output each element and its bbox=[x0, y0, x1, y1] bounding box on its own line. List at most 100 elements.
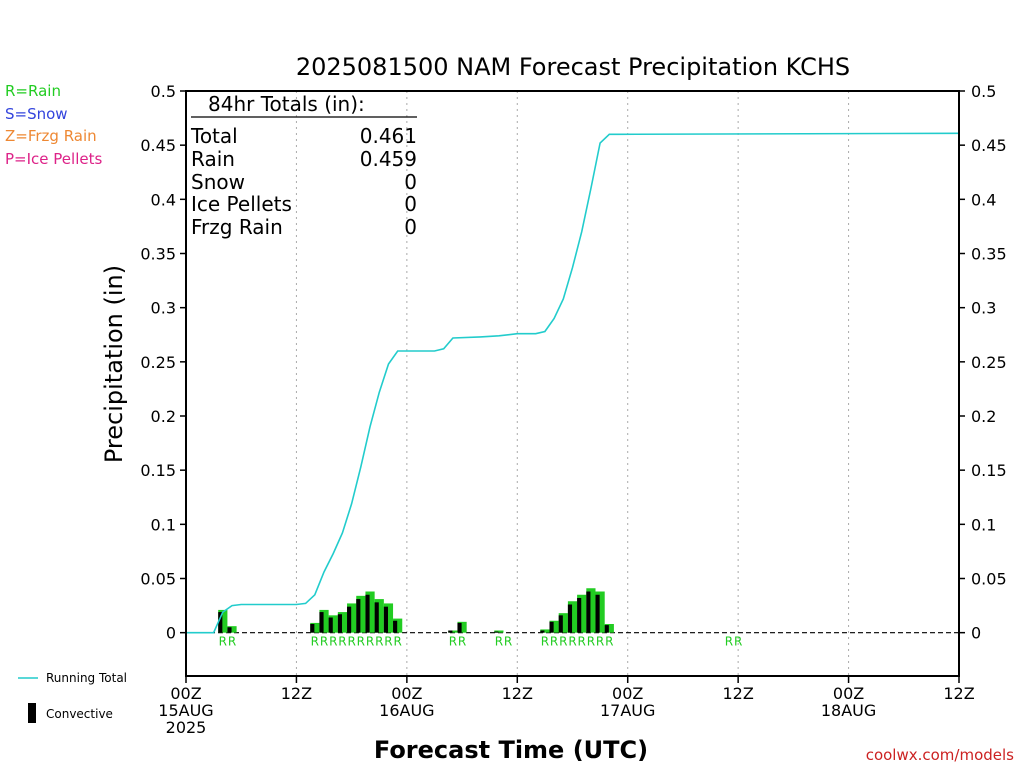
totals-ice-pellets-label: Ice Pellets bbox=[191, 192, 292, 216]
rain-code: R bbox=[219, 635, 227, 649]
x-tick-label: 00Z bbox=[170, 684, 201, 703]
convective-bar bbox=[328, 617, 333, 633]
convective-bar bbox=[319, 612, 324, 633]
rain-code: R bbox=[495, 635, 503, 649]
rain-code: R bbox=[541, 635, 549, 649]
site-watermark: coolwx.com/models bbox=[866, 746, 1014, 764]
precip-bar bbox=[374, 599, 384, 633]
precip-type-key: R=Rain S=Snow Z=Frzg Rain P=Ice Pellets bbox=[5, 82, 102, 168]
rain-code: R bbox=[578, 635, 586, 649]
rain-code: R bbox=[559, 635, 567, 649]
totals-ice-pellets-value: 0 bbox=[404, 192, 417, 216]
y-tick-label-right: 0.05 bbox=[971, 570, 1007, 589]
totals-heading: 84hr Totals (in): bbox=[208, 92, 365, 116]
totals-snow-label: Snow bbox=[191, 170, 245, 194]
x-tick-label: 17AUG bbox=[600, 701, 655, 720]
running-total-legend-label: Running Total bbox=[46, 671, 127, 685]
totals-box: 84hr Totals (in): Total 0.461 Rain 0.459… bbox=[190, 92, 417, 239]
totals-total-label: Total bbox=[190, 124, 238, 148]
precip-bar bbox=[595, 591, 605, 633]
rain-code: R bbox=[357, 635, 365, 649]
rain-code: R bbox=[734, 635, 742, 649]
rain-code: R bbox=[449, 635, 457, 649]
rain-code: R bbox=[366, 635, 374, 649]
convective-bar bbox=[558, 615, 563, 633]
convective-bar bbox=[337, 614, 342, 633]
y-tick-label-left: 0.25 bbox=[140, 353, 176, 372]
precip-bar bbox=[319, 609, 329, 633]
x-tick-label: 12Z bbox=[943, 684, 974, 703]
y-axis-right: 0 0.05 0.1 0.15 0.2 0.25 0.3 0.35 0.4 0.45 0.5 bbox=[959, 82, 1007, 643]
y-tick-label-right: 0.4 bbox=[971, 190, 996, 209]
y-tick-label-right: 0.1 bbox=[971, 515, 996, 534]
x-tick-label: 15AUG bbox=[158, 701, 213, 720]
x-tick-label: 00Z bbox=[833, 684, 864, 703]
rain-code: R bbox=[725, 635, 733, 649]
rain-code: R bbox=[375, 635, 383, 649]
precip-bar bbox=[604, 624, 614, 633]
y-tick-label-left: 0.45 bbox=[140, 136, 176, 155]
y-tick-label-left: 0.5 bbox=[151, 82, 176, 101]
convective-bar bbox=[494, 631, 499, 633]
x-tick-label: 12Z bbox=[281, 684, 312, 703]
x-tick-label: 12Z bbox=[502, 684, 533, 703]
x-tick-label: 00Z bbox=[391, 684, 422, 703]
convective-bar bbox=[310, 624, 315, 633]
key-ice-pellets: P=Ice Pellets bbox=[5, 150, 102, 168]
y-tick-label-left: 0.3 bbox=[151, 299, 176, 318]
convective-bar bbox=[577, 598, 582, 633]
precipitation-bars bbox=[218, 588, 614, 633]
key-freezing-rain: Z=Frzg Rain bbox=[5, 127, 97, 145]
convective-bar bbox=[356, 599, 361, 633]
convective-bar bbox=[604, 625, 609, 633]
totals-snow-value: 0 bbox=[404, 170, 417, 194]
y-axis-label: Precipitation (in) bbox=[100, 265, 128, 463]
convective-bar bbox=[347, 606, 352, 633]
x-tick-label: 00Z bbox=[612, 684, 643, 703]
totals-rain-label: Rain bbox=[191, 147, 235, 171]
series-legend: Running Total Convective bbox=[18, 671, 127, 723]
y-tick-label-left: 0.35 bbox=[140, 245, 176, 264]
convective-bar bbox=[218, 612, 223, 633]
rain-code: R bbox=[311, 635, 319, 649]
convective-bar bbox=[549, 621, 554, 633]
precip-bar bbox=[218, 609, 228, 633]
y-tick-label-left: 0.15 bbox=[140, 461, 176, 480]
precip-bar bbox=[328, 615, 338, 633]
precip-bar bbox=[567, 601, 578, 633]
y-tick-label-right: 0.15 bbox=[971, 461, 1007, 480]
y-tick-label-right: 0.5 bbox=[971, 82, 996, 101]
y-tick-label-right: 0.2 bbox=[971, 407, 996, 426]
convective-bar bbox=[567, 604, 573, 633]
rain-code: R bbox=[338, 635, 346, 649]
rain-code: R bbox=[458, 635, 466, 649]
convective-bar bbox=[365, 594, 370, 633]
convective-bar bbox=[586, 591, 591, 633]
rain-code: R bbox=[587, 635, 595, 649]
precip-bar bbox=[577, 594, 587, 633]
y-tick-label-left: 0.4 bbox=[151, 190, 176, 209]
totals-frzg-rain-label: Frzg Rain bbox=[191, 215, 283, 239]
y-tick-label-right: 0.45 bbox=[971, 136, 1007, 155]
running-total-line bbox=[186, 132, 960, 634]
convective-bar bbox=[227, 627, 232, 633]
rain-code: R bbox=[504, 635, 512, 649]
x-tick-label: 16AUG bbox=[379, 701, 434, 720]
precip-bar bbox=[540, 629, 550, 633]
y-tick-label-right: 0.3 bbox=[971, 299, 996, 318]
precip-bar bbox=[365, 591, 375, 633]
convective-bar bbox=[540, 630, 545, 633]
plot-frame bbox=[185, 90, 960, 677]
convective-bar bbox=[457, 622, 462, 633]
y-tick-label-left: 0.1 bbox=[151, 515, 176, 534]
convective-bar bbox=[383, 606, 388, 633]
convective-legend-label: Convective bbox=[46, 707, 113, 721]
rain-code: R bbox=[568, 635, 576, 649]
vertical-grid bbox=[295, 91, 850, 676]
rain-code: R bbox=[550, 635, 558, 649]
precip-bar bbox=[558, 613, 568, 633]
x-axis-label: Forecast Time (UTC) bbox=[374, 736, 648, 764]
x-tick-label: 2025 bbox=[166, 718, 207, 737]
